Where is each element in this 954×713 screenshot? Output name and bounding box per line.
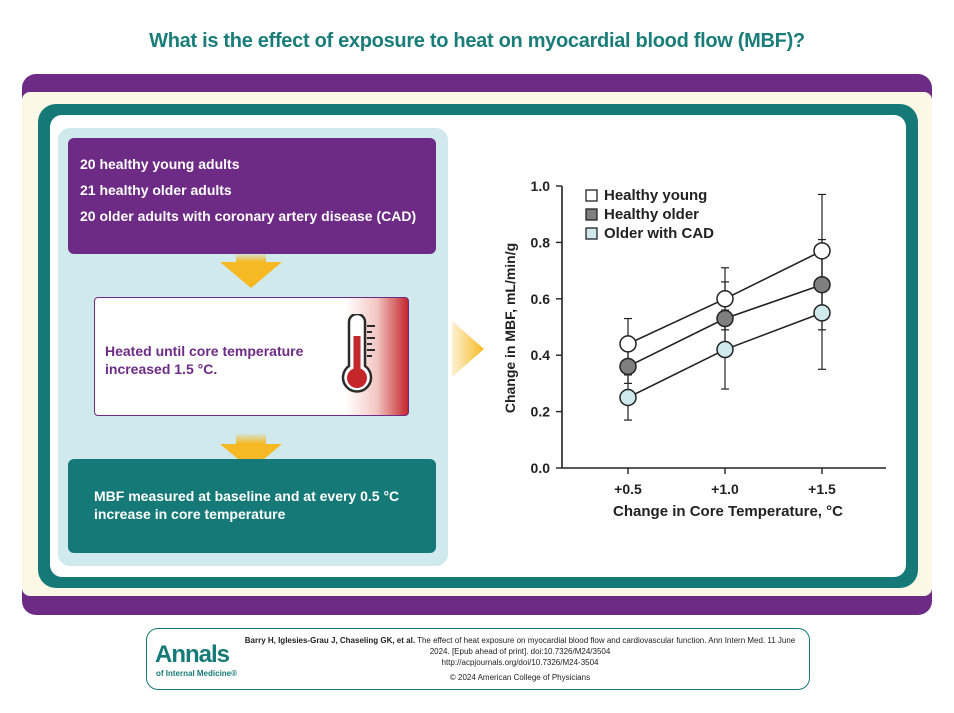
- data-point-0-1: [716, 290, 734, 308]
- intervention-box: Heated until core temperature increased …: [94, 297, 409, 416]
- arrow-down-stem-1: [236, 254, 266, 262]
- citation-text-block: Barry H, Iglesies-Grau J, Chaseling GK, …: [235, 635, 805, 683]
- page-title: What is the effect of exposure to heat o…: [149, 30, 805, 52]
- citation-url[interactable]: http://acpjournals.org/doi/10.7326/M24-3…: [441, 658, 599, 667]
- intervention-text: Heated until core temperature increased …: [105, 343, 304, 377]
- legend-label-1: Healthy older: [604, 206, 699, 223]
- data-points: [619, 242, 831, 407]
- arrow-right-icon: [452, 321, 484, 377]
- journal-logo: Annals: [155, 641, 230, 668]
- citation-authors: Barry H, Iglesies-Grau J, Chaseling GK, …: [244, 636, 416, 645]
- y-tick-label-4: 0.8: [531, 234, 551, 250]
- arrow-down-stem-2: [236, 434, 266, 444]
- x-ticks: +0.5 +1.0 +1.5: [614, 468, 836, 497]
- y-tick-label-2: 0.4: [531, 347, 551, 363]
- x-tick-label-2: +1.5: [808, 481, 836, 497]
- legend-swatch-0: [585, 189, 598, 202]
- legend-swatch-1: [585, 208, 598, 221]
- citation-footer: Annals of Internal Medicine® Barry H, Ig…: [146, 628, 810, 690]
- y-tick-label-0: 0.0: [531, 460, 551, 476]
- cohort-older: 21 healthy older adults: [80, 182, 232, 198]
- data-point-2-2: [813, 304, 831, 322]
- cohort-cad: 20 older adults with coronary artery dis…: [80, 208, 417, 224]
- data-point-2-0: [619, 388, 637, 407]
- journal-logo-subtitle: of Internal Medicine®: [156, 669, 238, 678]
- y-tick-label-1: 0.2: [531, 404, 551, 420]
- x-axis-label: Change in Core Temperature, °C: [613, 503, 843, 520]
- mbf-chart: 0.0 0.2 0.4 0.6 0.8 1.0 +0.5 +1.0 +1.5 Healthy …: [502, 178, 886, 520]
- chart-axes: [561, 186, 886, 469]
- cohort-young: 20 healthy young adults: [80, 156, 240, 172]
- x-tick-label-1: +1.0: [711, 481, 739, 497]
- legend-label-2: Older with CAD: [604, 225, 714, 242]
- thermometer-icon: [341, 314, 375, 393]
- y-tick-label-3: 0.6: [531, 291, 551, 307]
- arrow-down-icon: [220, 262, 282, 288]
- citation-body: The effect of heat exposure on myocardia…: [417, 636, 796, 656]
- legend-swatch-2: [585, 227, 598, 240]
- data-point-0-0: [619, 335, 637, 353]
- data-point-1-0: [619, 357, 637, 376]
- data-point-1-1: [716, 309, 734, 328]
- measurement-box: MBF measured at baseline and at every 0.…: [68, 459, 436, 553]
- y-ticks: 0.0 0.2 0.4 0.6 0.8 1.0: [531, 178, 562, 476]
- copyright: © 2024 American College of Physicians: [449, 673, 591, 682]
- chart-legend: Healthy young Healthy older Older with CAD: [585, 187, 714, 242]
- data-point-0-2: [813, 242, 831, 260]
- y-axis-label: Change in MBF, mL/min/g: [502, 243, 518, 413]
- data-point-2-1: [716, 340, 734, 359]
- data-point-1-2: [813, 275, 831, 294]
- y-tick-label-5: 1.0: [531, 178, 551, 194]
- x-tick-label-0: +0.5: [614, 481, 642, 497]
- legend-label-0: Healthy young: [604, 187, 707, 204]
- cohort-box: 20 healthy young adults 21 healthy older…: [68, 138, 436, 254]
